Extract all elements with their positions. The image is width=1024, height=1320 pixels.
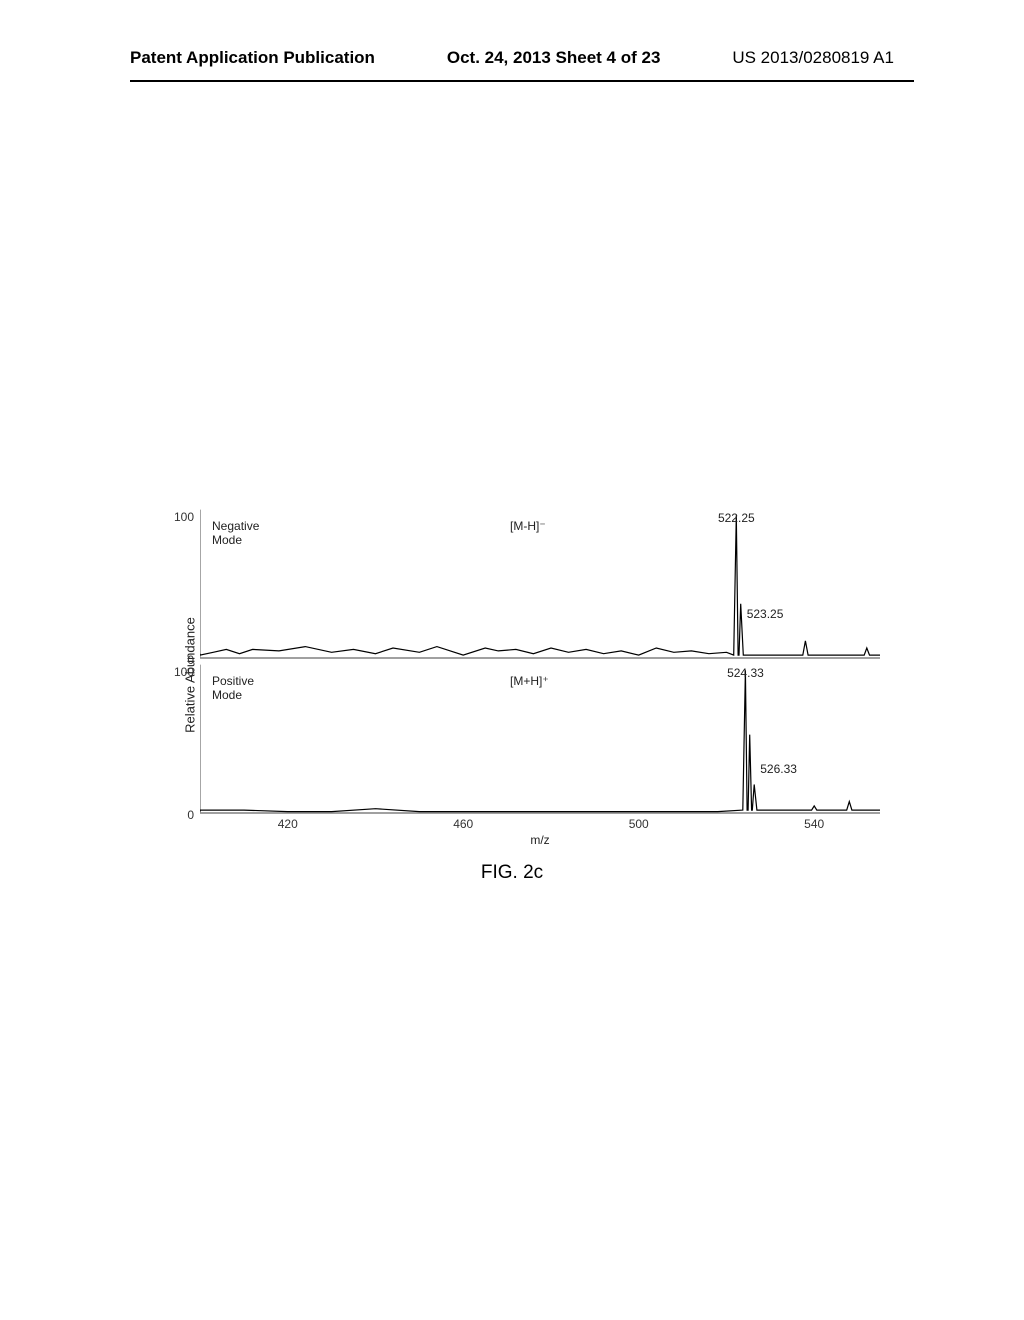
xtick: 540: [804, 817, 824, 831]
mode-label: Positive Mode: [212, 674, 254, 702]
xtick: 460: [453, 817, 473, 831]
figure-caption: FIG. 2c: [481, 862, 543, 884]
peak-label: 522.25: [718, 511, 755, 525]
ytick: 0: [187, 808, 194, 822]
peak-label: 523.25: [747, 607, 784, 621]
xtick: 500: [629, 817, 649, 831]
mass-spectrum-figure: Relative Abundance 0100Negative Mode[M-H…: [150, 505, 890, 845]
header-left: Patent Application Publication: [130, 48, 375, 68]
page-header: Patent Application Publication Oct. 24, …: [0, 48, 1024, 68]
chart-panels: 0100Negative Mode[M-H]⁻522.25523.250100P…: [200, 505, 880, 815]
x-axis-label: m/z: [530, 833, 549, 847]
x-axis: m/z 420 460 500 540: [200, 815, 880, 845]
mode-label: Negative Mode: [212, 519, 259, 547]
peak-label: 526.33: [760, 762, 797, 776]
ytick: 100: [174, 510, 194, 524]
panel-positive: 0100Positive Mode[M+H]⁺524.33526.33: [200, 660, 880, 815]
header-right: US 2013/0280819 A1: [732, 48, 894, 68]
xtick: 420: [278, 817, 298, 831]
ytick: 100: [174, 665, 194, 679]
header-center: Oct. 24, 2013 Sheet 4 of 23: [447, 48, 661, 68]
header-rule: [130, 80, 914, 82]
peak-label: 524.33: [727, 666, 764, 680]
ion-label: [M+H]⁺: [510, 674, 549, 688]
ion-label: [M-H]⁻: [510, 519, 546, 533]
panel-negative: 0100Negative Mode[M-H]⁻522.25523.25: [200, 505, 880, 660]
